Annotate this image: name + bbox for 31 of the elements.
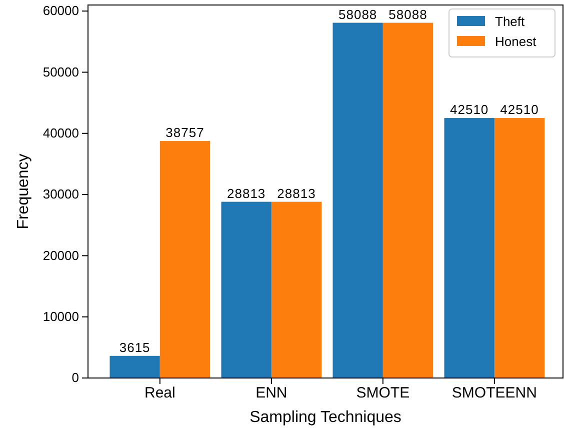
- y-tick-label: 30000: [42, 186, 79, 202]
- bar: [494, 118, 545, 378]
- data-label: 28813: [277, 186, 316, 201]
- data-label: 42510: [500, 102, 539, 118]
- bar: [271, 202, 322, 378]
- y-tick-label: 50000: [42, 64, 79, 80]
- y-tick-label: 60000: [42, 3, 79, 18]
- x-tick-label: Real: [144, 384, 176, 402]
- y-tick-label: 20000: [42, 248, 79, 263]
- data-label: 38757: [166, 124, 204, 140]
- x-tick-label: ENN: [256, 384, 288, 402]
- data-label: 58088: [338, 6, 378, 22]
- legend-label: Honest: [495, 34, 537, 49]
- data-label: 42510: [450, 102, 489, 118]
- y-tick-label: 0: [72, 370, 79, 386]
- bar: [382, 22, 434, 378]
- bar: [332, 22, 383, 378]
- bar: [444, 118, 494, 378]
- x-tick-label: SMOTE: [356, 384, 410, 402]
- bar: [160, 140, 210, 378]
- data-label: 3615: [119, 340, 150, 355]
- y-tick-label: 40000: [42, 126, 79, 141]
- x-axis-title: Sampling Techniques: [250, 409, 402, 426]
- data-label: 28813: [227, 186, 266, 201]
- x-tick-label: SMOTEENN: [452, 384, 537, 402]
- y-axis-title: Frequency: [15, 154, 32, 230]
- bar: [110, 356, 160, 378]
- y-tick-label: 10000: [42, 309, 79, 324]
- bar: [221, 202, 272, 378]
- data-label: 58088: [388, 6, 428, 22]
- legend-label: Theft: [495, 14, 526, 29]
